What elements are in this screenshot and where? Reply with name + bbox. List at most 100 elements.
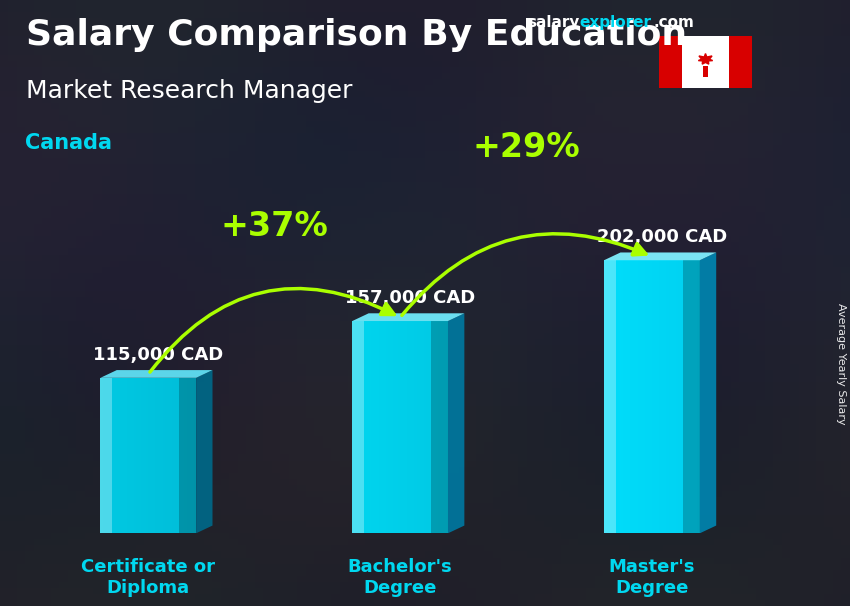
Bar [398,321,400,533]
Bar [678,260,681,533]
Bar [182,378,184,533]
Bar [436,321,439,533]
Bar [388,321,391,533]
Text: Market Research Manager: Market Research Manager [26,79,352,103]
Bar [377,321,379,533]
Bar [360,321,362,533]
Bar [631,260,633,533]
Bar [647,260,650,533]
Bar [378,321,382,533]
Bar [112,378,115,533]
Bar [132,378,134,533]
Bar [365,321,367,533]
Bar [381,321,383,533]
Bar [162,378,165,533]
Bar [439,321,441,533]
Bar [661,260,664,533]
Bar [134,378,137,533]
Bar [127,378,129,533]
Bar [146,378,149,533]
Bar [419,321,422,533]
Bar [167,378,170,533]
Bar [666,260,669,533]
Bar [117,378,120,533]
Bar [422,321,424,533]
Bar [153,378,156,533]
Bar [100,378,112,533]
Bar [693,260,695,533]
Bar [445,321,448,533]
Bar [371,321,374,533]
Bar [672,260,674,533]
Bar [390,321,394,533]
Polygon shape [352,313,464,321]
Bar [173,378,175,533]
Bar [424,321,427,533]
Bar [144,378,146,533]
Bar [115,378,117,533]
Bar [429,321,432,533]
Bar [623,260,626,533]
Bar [434,321,436,533]
Text: salary: salary [527,15,580,30]
Bar [194,378,196,533]
Text: .com: .com [654,15,694,30]
Bar [383,321,386,533]
Bar [400,321,403,533]
Bar [124,378,127,533]
Bar [105,378,108,533]
Polygon shape [196,370,212,533]
Text: Master's
Degree: Master's Degree [609,558,695,597]
Bar [386,321,388,533]
Text: Average Yearly Salary: Average Yearly Salary [836,303,846,424]
Bar [690,260,693,533]
Bar [354,321,357,533]
Bar [619,260,621,533]
Bar [405,321,407,533]
Bar [427,321,429,533]
Bar [120,378,122,533]
Bar [407,321,410,533]
Bar [633,260,636,533]
Bar [645,260,648,533]
Bar [161,378,163,533]
Bar [191,378,194,533]
Bar [695,260,698,533]
Text: Canada: Canada [26,133,112,153]
Polygon shape [448,313,464,533]
Bar [395,321,398,533]
Text: 115,000 CAD: 115,000 CAD [93,346,223,364]
Text: +37%: +37% [220,210,328,242]
Bar [366,321,369,533]
Bar [136,378,139,533]
Bar [189,378,191,533]
Polygon shape [700,253,717,533]
Bar [649,260,652,533]
Bar [683,260,686,533]
Bar [607,260,609,533]
Bar [681,260,683,533]
Bar [357,321,360,533]
Bar [129,378,132,533]
Bar [698,260,700,533]
Bar [604,260,615,533]
Bar [178,378,196,533]
Bar [659,36,682,88]
Bar [174,378,178,533]
Bar [170,378,173,533]
Polygon shape [604,253,717,260]
Polygon shape [100,370,212,378]
Bar [628,260,631,533]
Bar [374,321,377,533]
Bar [431,321,434,533]
Bar [683,260,700,533]
Bar [108,378,110,533]
Bar [415,321,417,533]
Text: explorer: explorer [580,15,652,30]
Bar [676,260,678,533]
Bar [669,260,672,533]
Bar [352,321,364,533]
Bar [652,260,654,533]
Bar [441,321,444,533]
Bar [626,260,628,533]
